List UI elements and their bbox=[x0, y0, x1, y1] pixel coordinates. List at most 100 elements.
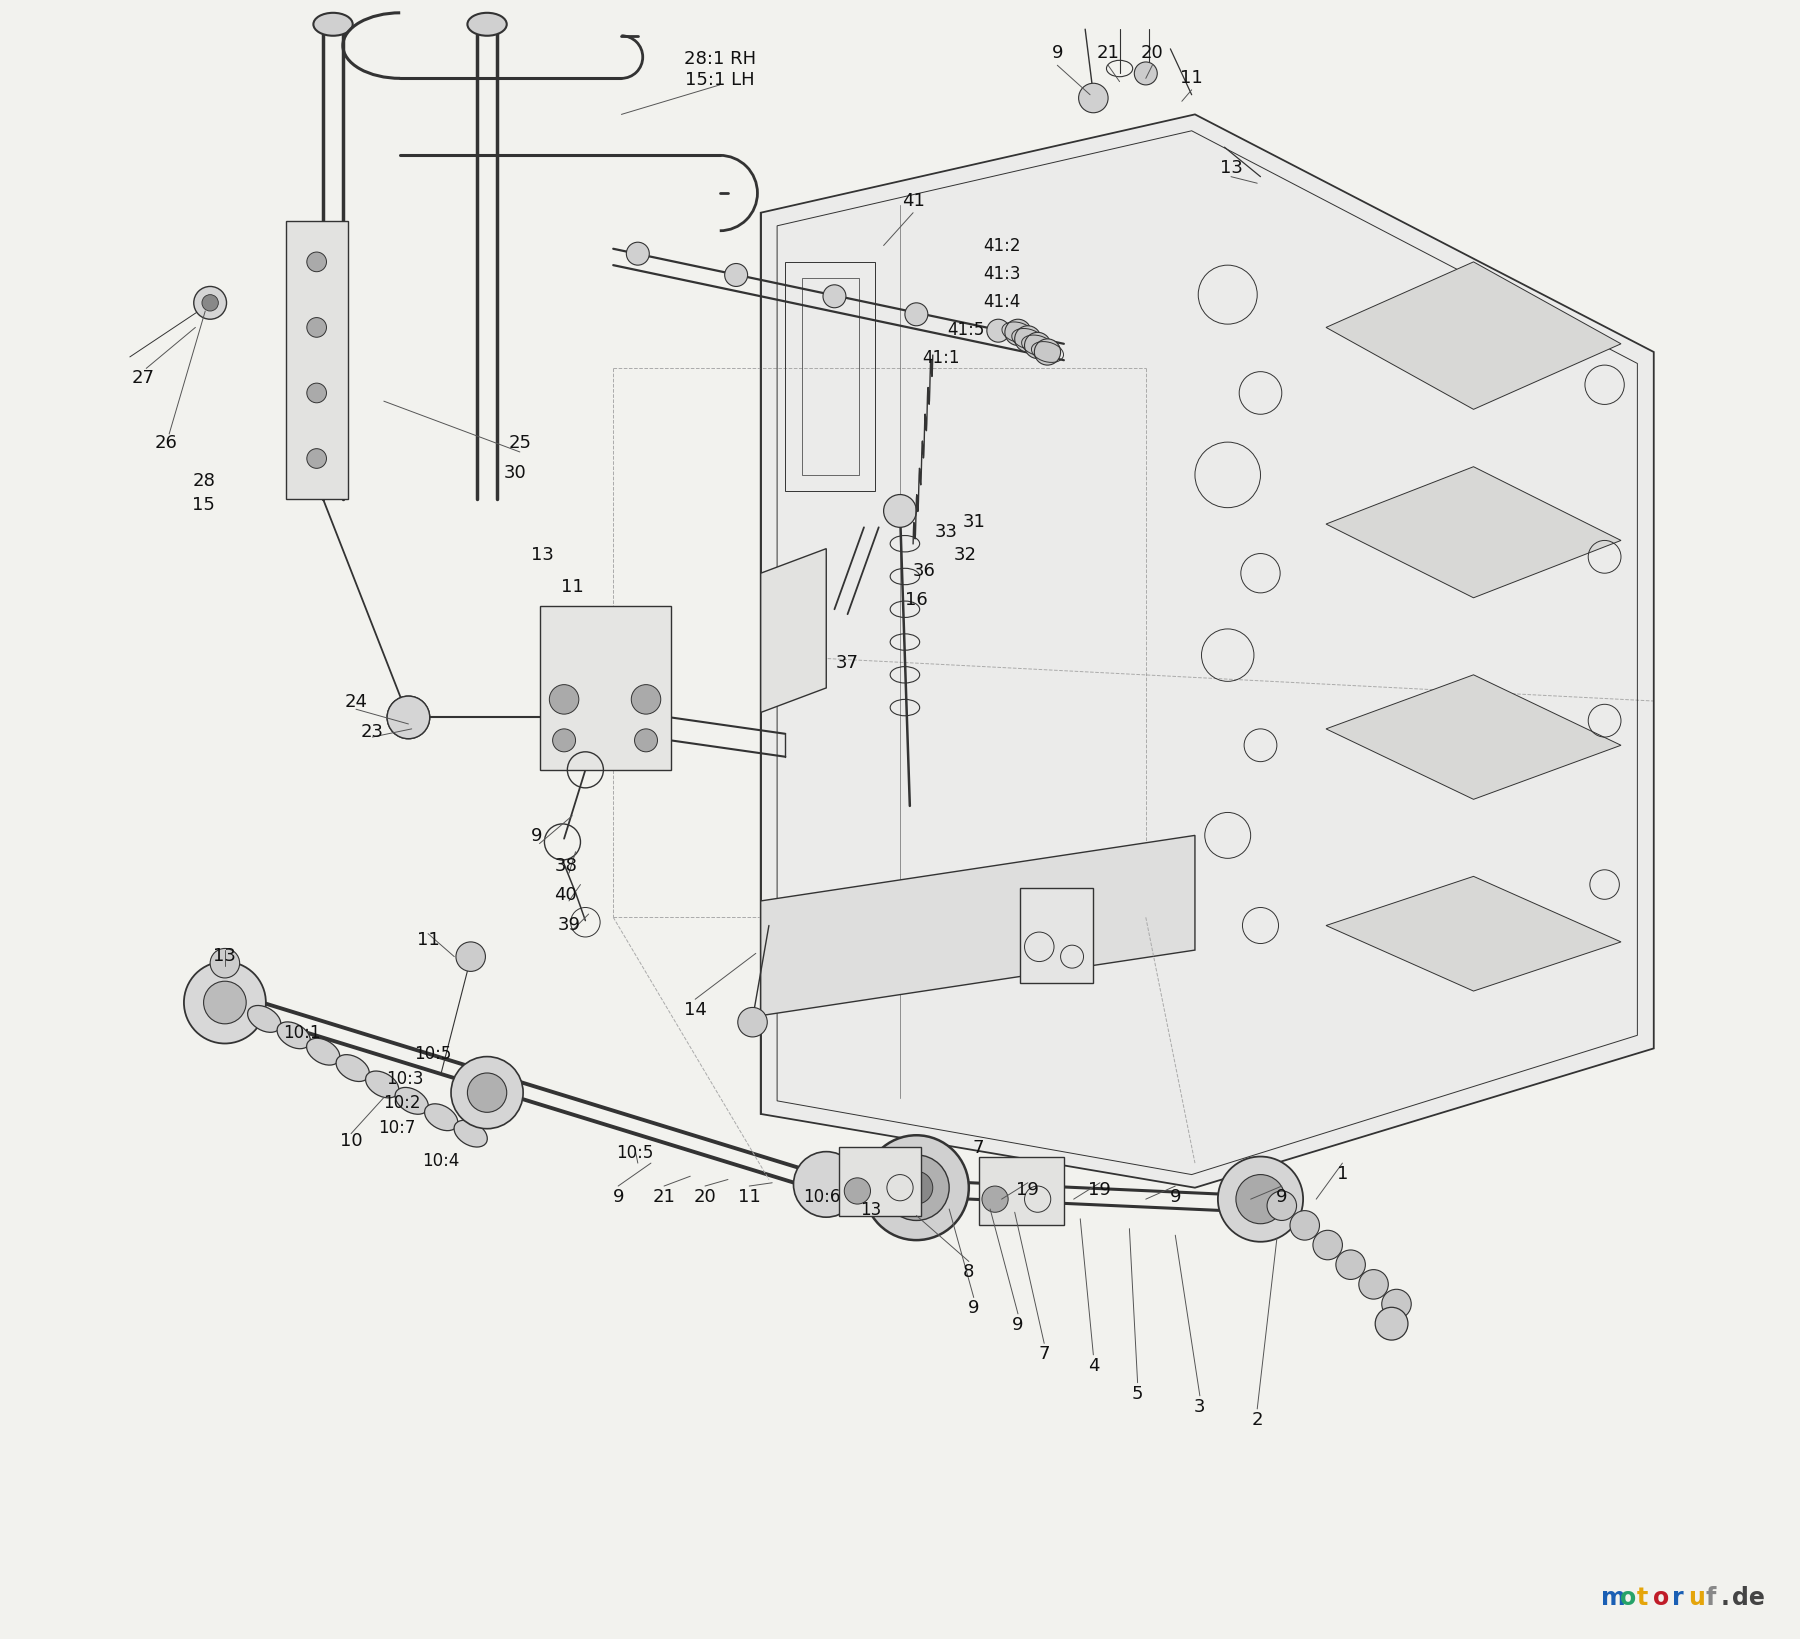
Text: 21: 21 bbox=[1096, 44, 1120, 62]
Text: 19: 19 bbox=[1017, 1180, 1039, 1198]
Text: 9: 9 bbox=[531, 828, 542, 844]
Bar bbox=[839, 1147, 922, 1216]
Circle shape bbox=[203, 982, 247, 1024]
Text: 15: 15 bbox=[193, 497, 214, 515]
Circle shape bbox=[1382, 1290, 1411, 1319]
Text: 9: 9 bbox=[1051, 44, 1064, 62]
Text: 14: 14 bbox=[684, 1000, 707, 1018]
Circle shape bbox=[387, 697, 430, 739]
Circle shape bbox=[635, 729, 657, 752]
Circle shape bbox=[1291, 1211, 1319, 1241]
Circle shape bbox=[905, 303, 927, 326]
Text: 10:6: 10:6 bbox=[803, 1187, 841, 1205]
Bar bbox=[801, 279, 859, 475]
Ellipse shape bbox=[313, 13, 353, 36]
Text: 41:5: 41:5 bbox=[947, 321, 985, 339]
Text: 27: 27 bbox=[131, 369, 155, 387]
Polygon shape bbox=[761, 115, 1654, 1188]
Text: 10:7: 10:7 bbox=[378, 1118, 416, 1136]
Text: 21: 21 bbox=[653, 1187, 675, 1205]
Bar bbox=[540, 606, 671, 770]
Text: 11: 11 bbox=[738, 1187, 761, 1205]
Ellipse shape bbox=[454, 1121, 488, 1147]
Text: r: r bbox=[1672, 1585, 1683, 1609]
Circle shape bbox=[452, 1057, 524, 1129]
Text: 41:2: 41:2 bbox=[983, 238, 1021, 256]
Text: 11: 11 bbox=[1181, 69, 1202, 87]
Circle shape bbox=[1024, 333, 1051, 359]
Text: 13: 13 bbox=[214, 946, 236, 964]
Text: 36: 36 bbox=[913, 562, 936, 580]
Circle shape bbox=[468, 1074, 508, 1113]
Text: 41:3: 41:3 bbox=[983, 266, 1021, 284]
Circle shape bbox=[794, 1152, 859, 1218]
Text: 4: 4 bbox=[1087, 1355, 1100, 1373]
Text: 10: 10 bbox=[340, 1131, 362, 1149]
Circle shape bbox=[983, 1187, 1008, 1213]
Circle shape bbox=[823, 285, 846, 308]
Text: o: o bbox=[1620, 1585, 1636, 1609]
Circle shape bbox=[455, 942, 486, 972]
Text: 23: 23 bbox=[360, 723, 383, 741]
Text: 28:1 RH
15:1 LH: 28:1 RH 15:1 LH bbox=[684, 51, 756, 89]
Text: de: de bbox=[1732, 1585, 1766, 1609]
Text: 28: 28 bbox=[193, 472, 214, 490]
Polygon shape bbox=[1327, 675, 1622, 800]
Text: 3: 3 bbox=[1193, 1396, 1206, 1414]
Circle shape bbox=[1312, 1231, 1343, 1260]
Polygon shape bbox=[1327, 262, 1622, 410]
Text: 10:3: 10:3 bbox=[387, 1069, 423, 1087]
Polygon shape bbox=[761, 836, 1195, 1016]
Text: 32: 32 bbox=[954, 546, 977, 564]
Text: 13: 13 bbox=[860, 1200, 882, 1218]
Circle shape bbox=[1004, 320, 1031, 346]
Ellipse shape bbox=[306, 1039, 340, 1065]
Text: 20: 20 bbox=[693, 1187, 716, 1205]
Circle shape bbox=[549, 685, 580, 715]
Circle shape bbox=[1359, 1270, 1388, 1300]
Circle shape bbox=[211, 949, 239, 978]
Text: u: u bbox=[1688, 1585, 1705, 1609]
Text: 13: 13 bbox=[1220, 159, 1242, 177]
Circle shape bbox=[306, 384, 326, 403]
Ellipse shape bbox=[468, 13, 508, 36]
Text: 39: 39 bbox=[558, 915, 581, 933]
Ellipse shape bbox=[394, 1088, 428, 1115]
Circle shape bbox=[1015, 326, 1040, 352]
Text: 30: 30 bbox=[504, 464, 526, 482]
Text: o: o bbox=[1652, 1585, 1669, 1609]
Polygon shape bbox=[761, 549, 826, 713]
Bar bbox=[286, 221, 347, 500]
Text: 13: 13 bbox=[531, 546, 554, 564]
Bar bbox=[785, 262, 875, 492]
Text: 26: 26 bbox=[155, 434, 178, 452]
Text: 16: 16 bbox=[905, 592, 927, 610]
Text: 19: 19 bbox=[1089, 1180, 1111, 1198]
Text: 41:1: 41:1 bbox=[922, 349, 959, 367]
Text: 37: 37 bbox=[835, 654, 859, 672]
Circle shape bbox=[844, 1178, 871, 1205]
Circle shape bbox=[1219, 1157, 1303, 1242]
Text: 20: 20 bbox=[1141, 44, 1165, 62]
Circle shape bbox=[632, 685, 661, 715]
Circle shape bbox=[1336, 1251, 1366, 1280]
Polygon shape bbox=[1327, 877, 1622, 992]
Ellipse shape bbox=[365, 1072, 400, 1098]
Ellipse shape bbox=[248, 1006, 281, 1033]
Text: 9: 9 bbox=[612, 1187, 625, 1205]
Polygon shape bbox=[1327, 467, 1622, 598]
Circle shape bbox=[1267, 1192, 1296, 1221]
Circle shape bbox=[194, 287, 227, 320]
Text: 31: 31 bbox=[963, 513, 985, 531]
Text: 9: 9 bbox=[968, 1298, 979, 1316]
Circle shape bbox=[1237, 1175, 1285, 1224]
Ellipse shape bbox=[277, 1023, 310, 1049]
Text: 7: 7 bbox=[974, 1137, 985, 1155]
Text: .: . bbox=[1721, 1585, 1730, 1609]
Circle shape bbox=[884, 495, 916, 528]
Circle shape bbox=[1134, 62, 1157, 85]
Circle shape bbox=[387, 697, 430, 739]
Text: 10:5: 10:5 bbox=[616, 1142, 653, 1160]
Text: 10:4: 10:4 bbox=[423, 1151, 459, 1169]
Circle shape bbox=[1375, 1308, 1408, 1341]
